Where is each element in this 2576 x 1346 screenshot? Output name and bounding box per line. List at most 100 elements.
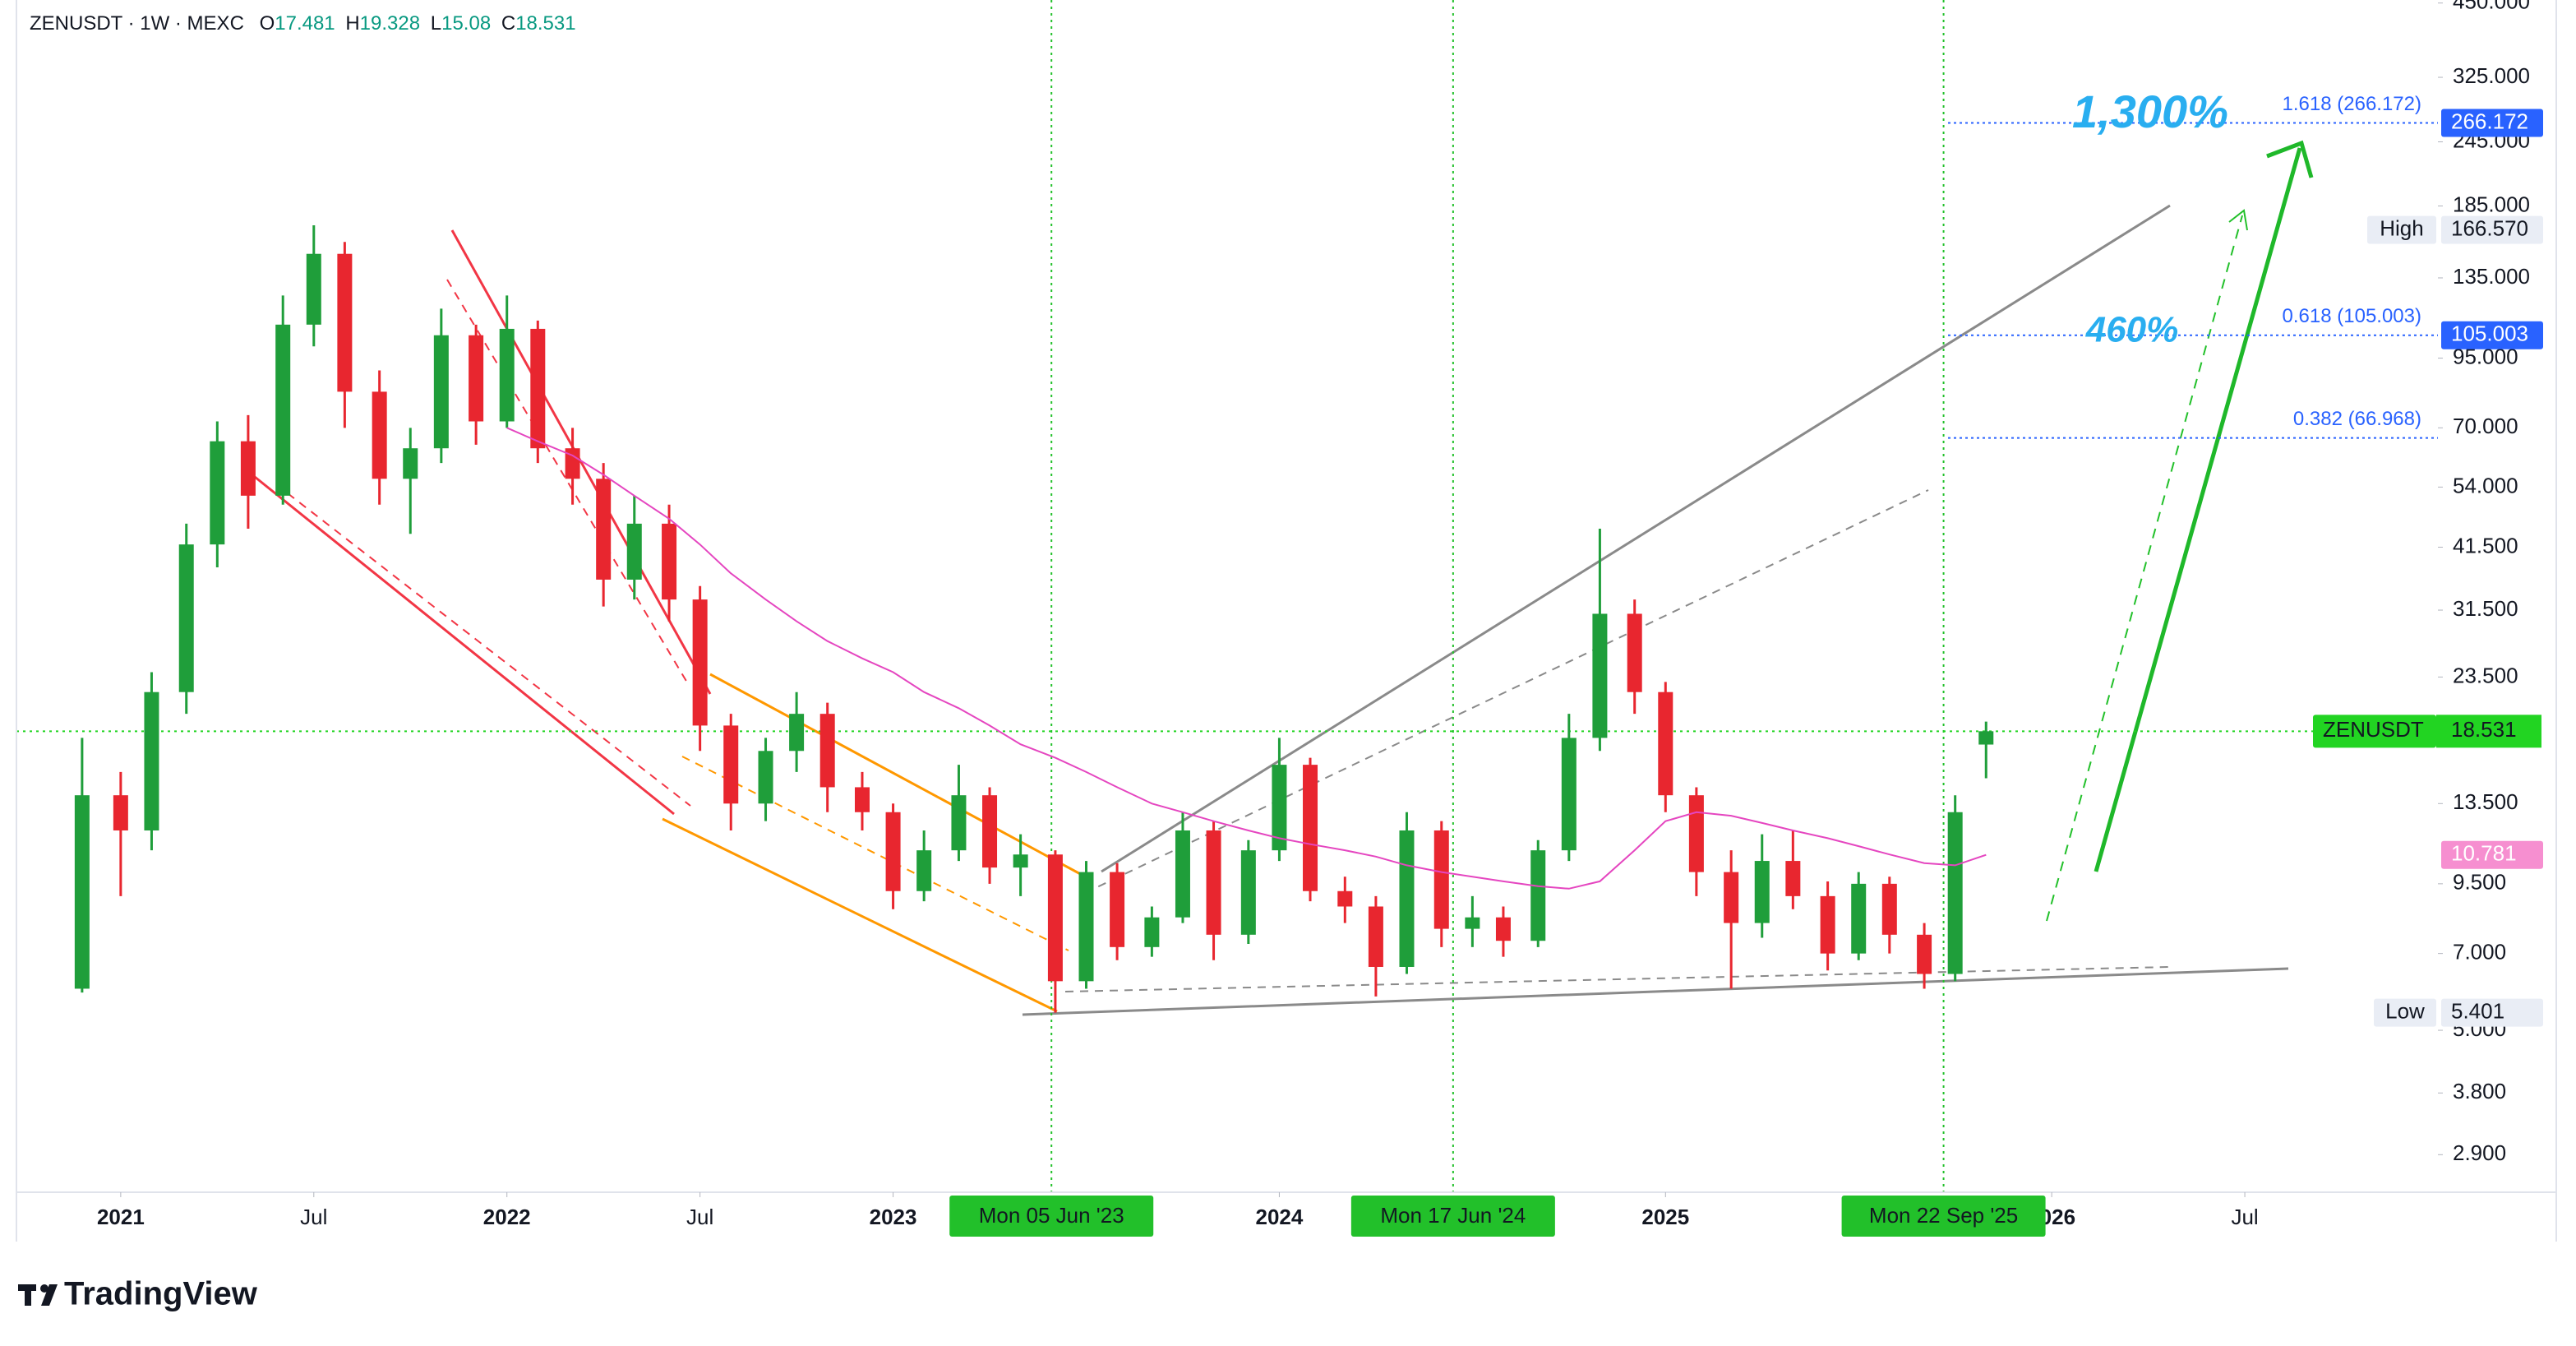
brand: TradingView (64, 1276, 258, 1312)
resistance-line (1084, 489, 1929, 894)
last-symbol: ZENUSDT (2323, 717, 2424, 742)
ohlc-prefix: L (431, 12, 441, 35)
high-badge-title-box (2367, 215, 2436, 244)
candle-body (1724, 872, 1739, 923)
candle-body (1851, 883, 1867, 954)
y-tick-label: 23.500 (2453, 663, 2518, 687)
x-tick-label: 2025 (1641, 1205, 1689, 1229)
date-marker-label: Mon 22 Sep '25 (1869, 1203, 2018, 1228)
last-symbol-box (2313, 715, 2436, 748)
candle-body (469, 335, 484, 422)
ohlc-prefix: O (260, 12, 275, 35)
low-badge-title-box (2374, 998, 2436, 1027)
projection-arrow (2046, 215, 2243, 922)
candle-body (1947, 812, 1963, 974)
fib-badge: 105.003 (2451, 321, 2528, 346)
ma-badge-box (2441, 840, 2543, 869)
candle-body (1754, 861, 1770, 923)
trend-line (287, 493, 691, 807)
trend-line (450, 229, 712, 695)
last-price: 18.531 (2451, 717, 2517, 742)
candle-body (210, 441, 225, 545)
candle-body (854, 787, 870, 812)
candle-body (1881, 883, 1897, 935)
moving-average (506, 427, 1987, 890)
brand-logo: TradingView (18, 1276, 258, 1312)
ohlc-value: 17.481 (275, 12, 335, 35)
candle-body (596, 479, 612, 580)
y-tick-label: 185.000 (2453, 192, 2530, 216)
candle-body (1144, 917, 1160, 947)
candle-body (1433, 830, 1449, 929)
channel-line (662, 817, 1058, 1013)
support-line (1022, 967, 2289, 1016)
candle-body (275, 324, 291, 496)
candle-body (1465, 917, 1480, 929)
candle-body (1206, 830, 1221, 935)
candle-body (1820, 895, 1835, 954)
date-marker-label: Mon 05 Jun '23 (979, 1203, 1124, 1228)
date-marker-box (1841, 1196, 2046, 1237)
candle-body (1337, 890, 1353, 907)
header: ZENUSDT · 1W · MEXC O17.481 H19.328 L15.… (30, 12, 576, 35)
candle-body (530, 328, 546, 449)
candle-body (499, 328, 515, 422)
support-line (1064, 966, 2171, 992)
date-marker-label: Mon 17 Jun '24 (1380, 1203, 1526, 1228)
time-axis-band (16, 1192, 2556, 1242)
high-badge-title: High (2380, 215, 2423, 240)
channel-line (681, 756, 1069, 951)
candle-body (306, 253, 321, 325)
candle-body (1272, 765, 1287, 851)
ohlc-value: 15.08 (441, 12, 491, 35)
annotation: 460% (2085, 310, 2179, 350)
candle-body (565, 448, 580, 479)
candle-body (1530, 850, 1546, 941)
y-tick-label: 13.500 (2453, 789, 2518, 814)
candle-body (789, 714, 805, 752)
x-tick-label: 2022 (483, 1205, 531, 1229)
annotation: 1,300% (2072, 86, 2228, 137)
high-badge: 166.570 (2451, 215, 2528, 240)
arrow-head (2228, 209, 2248, 231)
candle-body (1592, 613, 1608, 738)
fib-label: 1.618 (266.172) (2283, 93, 2421, 115)
symbol-line: ZENUSDT · 1W · MEXC (30, 12, 244, 35)
x-tick-label: Jul (2231, 1205, 2258, 1229)
x-tick-label: 2023 (870, 1205, 917, 1229)
low-badge-title: Low (2385, 999, 2425, 1024)
candle-body (662, 523, 677, 600)
fib-badge-box (2441, 321, 2543, 349)
candle-body (1978, 731, 1994, 745)
candle-body (433, 335, 449, 449)
candle-body (1627, 613, 1642, 692)
candle-body (1658, 692, 1673, 796)
candle-body (178, 544, 194, 692)
fib-badge-box (2441, 109, 2543, 137)
x-tick-label: 2021 (97, 1205, 145, 1229)
candle-body (1688, 795, 1704, 872)
ma-badge: 10.781 (2451, 841, 2517, 866)
last-price-box (2436, 715, 2541, 748)
candle-body (1047, 854, 1063, 982)
y-tick-label: 135.000 (2453, 264, 2530, 289)
ohlc-value: 18.531 (515, 12, 575, 35)
candle-body (758, 751, 773, 804)
candle-body (692, 599, 708, 726)
logo-part (25, 1284, 31, 1306)
candle-body (1561, 738, 1577, 851)
arrow-head (2266, 140, 2314, 178)
candle-body (723, 725, 739, 804)
ohlc-prefix: C (501, 12, 515, 35)
candle-body (1785, 861, 1801, 896)
fib-label: 0.382 (66.968) (2293, 408, 2421, 430)
candle-body (1495, 917, 1511, 941)
candle-body (1013, 854, 1028, 868)
candle-body (144, 692, 159, 830)
logo-part (40, 1284, 48, 1293)
trend-line (446, 279, 688, 683)
candle-body (951, 795, 967, 851)
